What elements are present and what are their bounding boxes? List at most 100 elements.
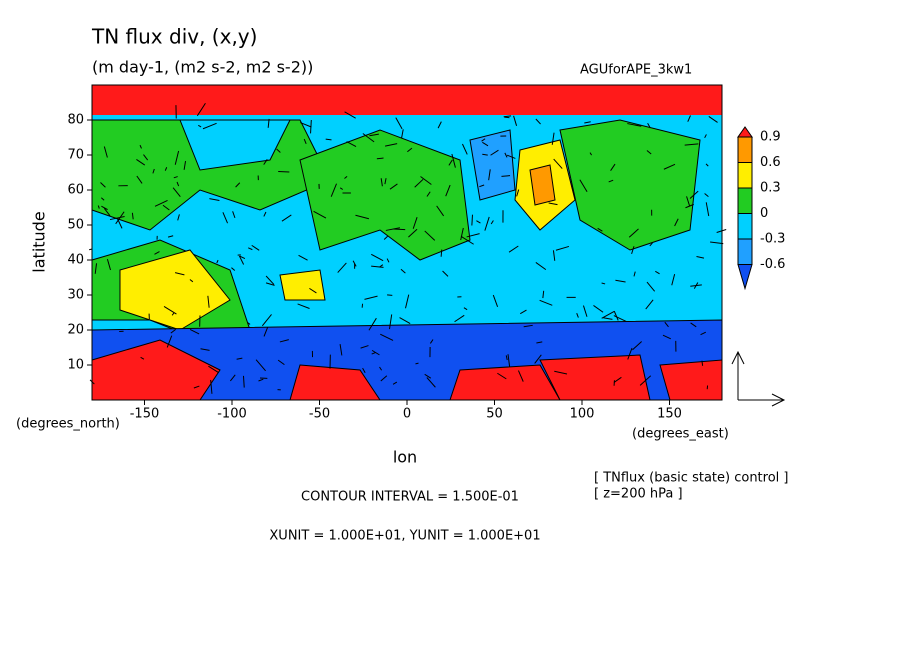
flux-vector [139,144,142,149]
flux-vector [584,121,591,124]
contour-region [529,164,556,206]
flux-vector [490,149,499,156]
flux-vector [639,375,652,386]
x-tick-label: 100 [570,407,595,422]
flux-vector [115,211,125,225]
y-units: (degrees_north) [16,417,120,432]
flux-vector [627,347,633,360]
flux-vector [490,220,494,225]
flux-vector [687,115,691,122]
flux-vector [208,365,219,374]
flux-vector [352,260,357,267]
flux-vector [632,341,642,351]
flux-vector [376,157,384,160]
chart-title: TN flux div, (x,y) [91,25,257,49]
x-tick-label: -150 [130,407,160,422]
flux-vector [325,138,332,141]
flux-vector [100,182,106,188]
flux-vector [344,176,348,179]
flux-vector [154,251,160,255]
flux-vector [198,124,202,128]
flux-vector [166,335,173,348]
flux-vector [173,176,178,179]
flux-vector [265,282,275,286]
y-tick-label: 10 [67,358,84,373]
flux-vector [277,359,285,366]
colorbar-segment [737,264,753,291]
flux-vector [536,341,543,344]
flux-vector [400,268,406,274]
contour-region [299,129,471,261]
flux-vector [395,117,403,130]
flux-vector [631,246,635,255]
flux-vector [507,354,511,368]
flux-vector [103,208,111,217]
x-tick-label: -50 [309,407,330,422]
flux-vector [440,249,443,257]
flux-vector [488,169,491,181]
dataset-label: AGUforAPE_3kw1 [580,63,692,78]
flux-vector [437,121,442,129]
flux-vector [462,143,468,155]
flux-vector [552,250,556,261]
flux-vector [674,218,679,227]
flux-vector [613,310,619,321]
flux-vector [613,315,627,322]
flux-vector [542,290,545,299]
flux-vector [613,376,622,383]
contour-region [119,249,231,331]
flux-vector [222,212,229,224]
colorbar-segment [737,136,753,163]
flux-vector [610,163,616,171]
flux-vector [399,317,411,325]
flux-vector [313,210,327,219]
flux-vector [589,152,593,156]
flux-vector [251,244,260,251]
note: [ TNflux (basic state) control ] [594,471,788,486]
flux-vector [442,270,449,277]
y-tick-label: 70 [67,148,84,163]
flux-vector [297,303,310,309]
flux-vector [466,233,480,238]
flux-vector [267,118,270,128]
flux-vector [200,348,210,351]
flux-vector [513,115,518,126]
flux-vector [497,372,507,380]
x-tick-label: -100 [217,407,247,422]
flux-vector [426,191,431,197]
flux-vector [371,265,384,268]
flux-vector [689,190,699,199]
flux-vector [645,299,654,310]
flux-vector [152,168,155,174]
flux-vector [708,116,718,123]
flux-vector [263,159,268,165]
flux-vector [100,197,105,201]
flux-vector [505,355,508,361]
flux-vector [516,189,520,197]
flux-vector [238,255,245,265]
flux-vector [389,183,398,190]
flux-vector [484,216,490,231]
flux-vector [339,187,344,190]
flux-vector [615,279,626,283]
flux-vector [216,259,219,264]
flux-vector [176,181,180,187]
flux-vector [597,227,603,232]
flux-vector [710,241,724,245]
y-tick-label: 60 [67,183,84,198]
flux-vector [593,305,604,313]
flux-vector [704,134,707,139]
flux-vector [360,345,369,349]
vector-units: XUNIT = 1.000E+01, YUNIT = 1.000E+01 [269,529,540,544]
flux-vector [389,314,393,330]
x-tick-label: 50 [486,407,503,422]
colorbar-label: 0.6 [760,155,781,170]
flux-vector [451,153,456,168]
flux-vector [183,160,187,170]
flux-vector [344,111,356,119]
flux-vector [136,175,143,184]
flux-vector [379,366,383,371]
flux-vector [383,235,388,240]
flux-vector [686,196,690,206]
flux-vector [189,328,200,335]
